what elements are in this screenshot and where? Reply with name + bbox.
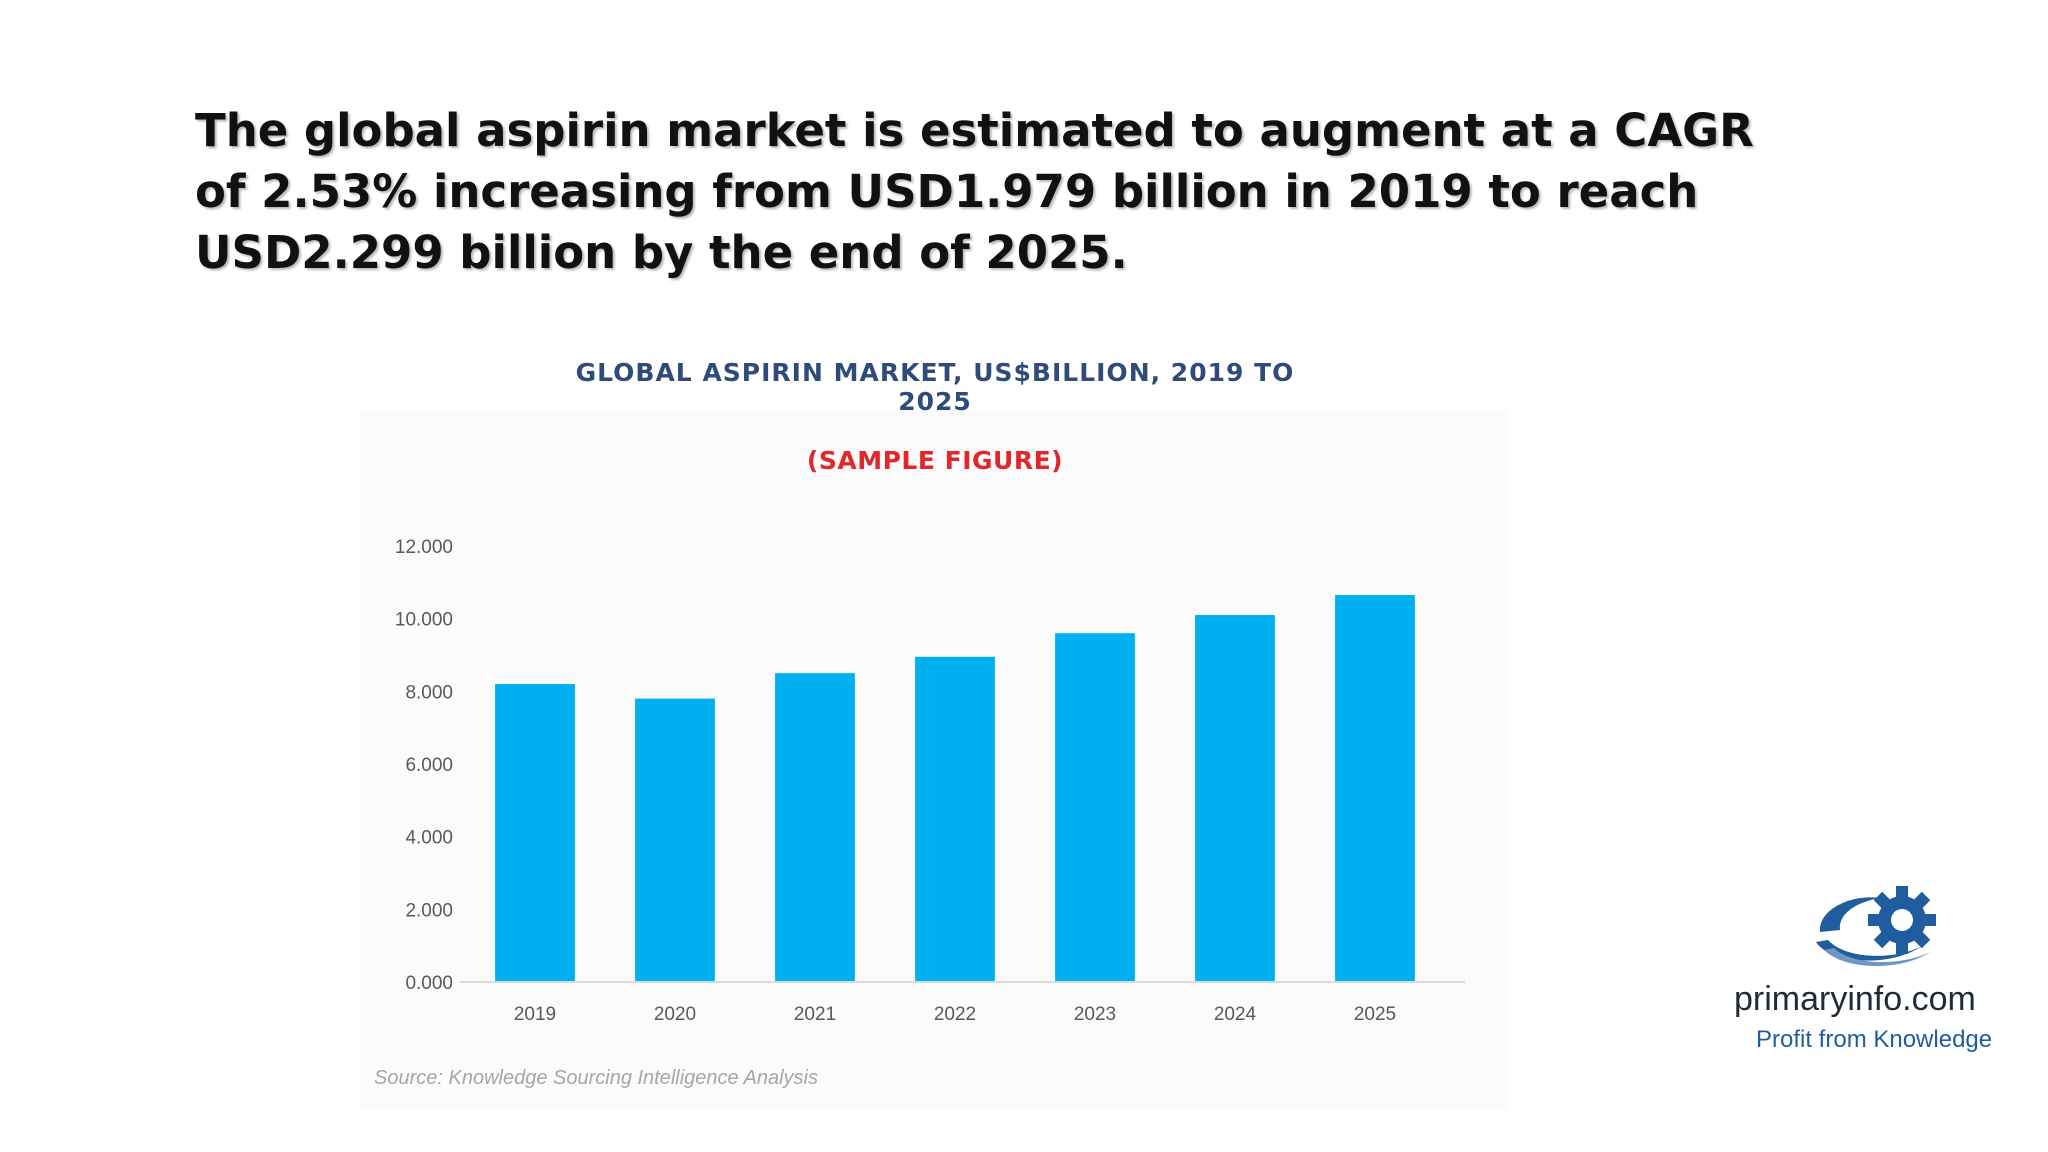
bar-2025 xyxy=(1335,595,1415,982)
source-note: Source: Knowledge Sourcing Intelligence … xyxy=(374,1067,818,1089)
y-tick-label: 8.000 xyxy=(405,682,453,703)
y-tick-label: 12.000 xyxy=(395,537,453,558)
y-tick-label: 4.000 xyxy=(405,828,453,849)
x-axis: 2019 2020 2021 2022 2023 2024 2025 xyxy=(514,1004,1396,1025)
bar-2023 xyxy=(1055,633,1135,982)
x-tick-label: 2023 xyxy=(1074,1004,1116,1025)
x-tick-label: 2021 xyxy=(794,1004,836,1025)
logo-tagline: Profit from Knowledge xyxy=(1756,1026,1993,1053)
y-tick-label: 2.000 xyxy=(405,900,453,921)
x-tick-label: 2025 xyxy=(1354,1004,1396,1025)
chart-title: GLOBAL ASPIRIN MARKET, US$BILLION, 2019 … xyxy=(575,358,1295,416)
headline: The global aspirin market is estimated t… xyxy=(195,104,1754,279)
bar-2022 xyxy=(915,656,995,982)
logo[interactable]: primaryinfo.com Profit from Knowledge xyxy=(1730,880,2030,1060)
gear-logo-icon xyxy=(1816,886,1936,967)
bar-2019 xyxy=(495,684,575,982)
x-tick-label: 2020 xyxy=(654,1004,696,1025)
x-tick-label: 2024 xyxy=(1214,1004,1257,1025)
y-tick-label: 0.000 xyxy=(405,973,453,994)
chart-subtitle: (SAMPLE FIGURE) xyxy=(806,446,1064,475)
bar-2024 xyxy=(1195,615,1275,982)
y-tick-label: 6.000 xyxy=(405,755,453,776)
logo-name: primaryinfo.com xyxy=(1734,980,1976,1018)
y-tick-label: 10.000 xyxy=(395,610,453,631)
bar-2020 xyxy=(635,698,715,982)
bars xyxy=(495,595,1415,982)
bar-2021 xyxy=(775,673,855,982)
x-tick-label: 2022 xyxy=(934,1004,976,1025)
bar-chart: 0.000 2.000 4.000 6.000 8.000 10.000 12.000 20… xyxy=(395,537,1465,1025)
y-axis: 0.000 2.000 4.000 6.000 8.000 10.000 12.000 xyxy=(395,537,453,994)
x-tick-label: 2019 xyxy=(514,1004,556,1025)
